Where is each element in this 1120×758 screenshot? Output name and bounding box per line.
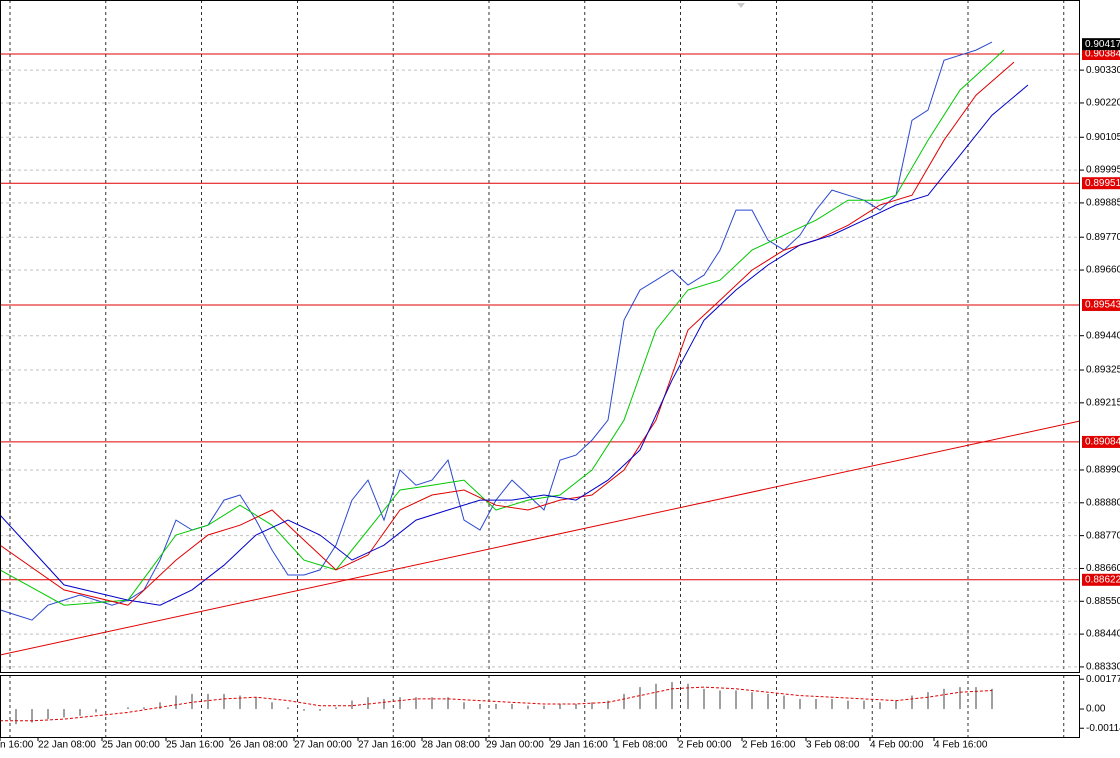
moving-average xyxy=(0,49,1005,606)
x-tick-label: 26 Jan 08:00 xyxy=(230,740,288,751)
y-tick-label: 0.89885 xyxy=(1086,198,1120,209)
trendline xyxy=(0,420,1081,656)
level-label: 0.88622 xyxy=(1085,574,1120,585)
y-tick-label: 0.88550 xyxy=(1086,596,1120,607)
x-tick-label: 25 Jan 16:00 xyxy=(166,740,224,751)
y-tick-label: 0.90220 xyxy=(1086,98,1120,109)
level-tag xyxy=(1082,48,1120,61)
y-tick-label: 0.88660 xyxy=(1086,563,1120,574)
y-tick-label: 0.90105 xyxy=(1086,132,1120,143)
x-tick-label: 1 Feb 08:00 xyxy=(614,740,668,751)
last-price-tag xyxy=(1082,38,1120,51)
x-tick-label: 3 Feb 08:00 xyxy=(806,740,860,751)
y-tick-label: 0.89660 xyxy=(1086,265,1120,276)
x-tick-label: 29 Jan 00:00 xyxy=(486,740,544,751)
shift-marker xyxy=(737,3,745,8)
y-tick-label: 0.88770 xyxy=(1086,530,1120,541)
x-tick-label: n 16:00 xyxy=(0,740,34,751)
level-label: 0.89543 xyxy=(1085,300,1120,311)
y-tick-label: 0.00 xyxy=(1086,704,1106,715)
x-tick-label: 27 Jan 16:00 xyxy=(358,740,416,751)
level-tag xyxy=(1082,298,1120,311)
y-tick-label: 0.89325 xyxy=(1086,365,1120,376)
y-tick-label: 0.88330 xyxy=(1086,662,1120,673)
panel-frame xyxy=(0,675,1080,738)
y-tick-label: 0.89440 xyxy=(1086,330,1120,341)
x-tick-label: 4 Feb 00:00 xyxy=(870,740,924,751)
level-tag xyxy=(1082,435,1120,448)
last-price-label: 0.90417 xyxy=(1085,39,1120,50)
panel-frame xyxy=(0,0,1080,673)
x-tick-label: 27 Jan 00:00 xyxy=(294,740,352,751)
y-tick-label: 0.00177 xyxy=(1086,674,1120,685)
y-tick-label: 0.88440 xyxy=(1086,629,1120,640)
x-tick-label: 2 Feb 00:00 xyxy=(678,740,732,751)
x-tick-label: 4 Feb 16:00 xyxy=(934,740,988,751)
x-tick-label: 29 Jan 16:00 xyxy=(550,740,608,751)
level-label: 0.90384 xyxy=(1085,49,1120,60)
x-tick-label: 22 Jan 08:00 xyxy=(38,740,96,751)
x-tick-label: 28 Jan 08:00 xyxy=(422,740,480,751)
y-tick-label: 0.89770 xyxy=(1086,232,1120,243)
moving-average xyxy=(0,61,1015,606)
x-tick-label: 25 Jan 00:00 xyxy=(102,740,160,751)
y-tick-label: 0.88880 xyxy=(1086,497,1120,508)
moving-average xyxy=(0,84,1029,606)
y-tick-label: 0.89995 xyxy=(1086,165,1120,176)
level-tag xyxy=(1082,177,1120,190)
y-tick-label: 0.90330 xyxy=(1086,65,1120,76)
level-label: 0.89084 xyxy=(1085,437,1120,448)
level-tag xyxy=(1082,573,1120,586)
y-tick-label: 0.89215 xyxy=(1086,397,1120,408)
signal-line xyxy=(0,686,993,722)
y-tick-label: 0.88990 xyxy=(1086,465,1120,476)
x-tick-label: 2 Feb 16:00 xyxy=(742,740,796,751)
y-tick-label: -0.00114 xyxy=(1086,723,1120,734)
level-label: 0.89951 xyxy=(1085,178,1120,189)
